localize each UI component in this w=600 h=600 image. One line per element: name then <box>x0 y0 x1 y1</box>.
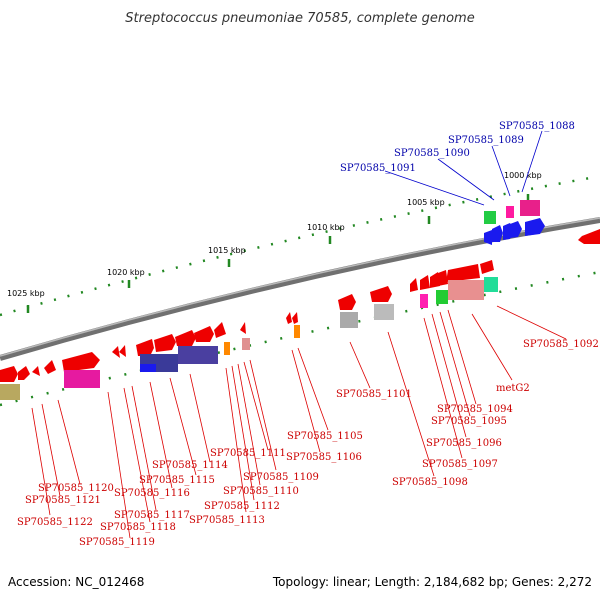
gene-label[interactable]: SP70585_1097 <box>422 459 498 470</box>
gene-arrow[interactable] <box>438 270 448 286</box>
gene-box[interactable] <box>420 294 428 308</box>
blue-leader-lines <box>384 130 543 206</box>
gene-label[interactable]: SP70585_1120 <box>38 483 114 494</box>
gene-label[interactable]: SP70585_1115 <box>139 475 215 486</box>
gene-arrow[interactable] <box>286 312 292 324</box>
gene-arrow[interactable] <box>446 264 480 282</box>
gene-label[interactable]: metG2 <box>496 383 530 394</box>
blue-gene-labels: SP70585_1088 SP70585_1089 SP70585_1090 S… <box>340 121 575 174</box>
gene-box[interactable] <box>64 370 100 388</box>
gene-arrow[interactable] <box>32 366 40 376</box>
gene-label[interactable]: SP70585_1098 <box>392 477 468 488</box>
gene-arrow[interactable] <box>154 334 176 352</box>
scale-label: 1000 kbp <box>504 171 542 180</box>
gene-box[interactable] <box>140 364 156 372</box>
gene-arrow[interactable] <box>175 330 196 346</box>
gene-arrow[interactable] <box>18 366 30 380</box>
gene-arrow[interactable] <box>370 286 392 302</box>
gene-arrow[interactable] <box>420 275 430 290</box>
gene-group-top <box>484 200 545 245</box>
gene-arrow[interactable] <box>292 312 298 324</box>
gene-arrow[interactable] <box>0 366 18 382</box>
gene-label[interactable]: SP70585_1122 <box>17 517 93 528</box>
gene-label[interactable]: SP70585_1095 <box>431 416 507 427</box>
gene-label[interactable]: SP70585_1089 <box>448 135 524 146</box>
gene-label[interactable]: SP70585_1118 <box>100 522 176 533</box>
gene-arrow[interactable] <box>578 229 600 244</box>
gene-label[interactable]: SP70585_1112 <box>204 501 280 512</box>
gene-label[interactable]: SP70585_1114 <box>152 460 228 471</box>
gene-arrow[interactable] <box>119 345 126 357</box>
gene-arrow[interactable] <box>484 230 492 245</box>
gene-group-1117-1122 <box>0 352 100 400</box>
gene-arrow[interactable] <box>480 260 494 274</box>
red-leader-lines <box>31 305 567 539</box>
gene-box[interactable] <box>224 342 230 355</box>
gene-label[interactable]: SP70585_1101 <box>336 389 412 400</box>
gene-label[interactable]: SP70585_1105 <box>287 431 363 442</box>
gene-arrow[interactable] <box>525 218 545 236</box>
gene-label[interactable]: SP70585_1090 <box>394 148 470 159</box>
gene-group-1105-1116 <box>112 312 300 372</box>
scale-track <box>0 176 591 317</box>
gene-label[interactable]: SP70585_1096 <box>426 438 502 449</box>
gene-label[interactable]: SP70585_1110 <box>223 486 299 497</box>
gene-box[interactable] <box>448 280 484 300</box>
genome-summary-text: Topology: linear; Length: 2,184,682 bp; … <box>272 575 592 589</box>
gene-label[interactable]: SP70585_1121 <box>25 495 101 506</box>
gene-box[interactable] <box>374 304 394 320</box>
gene-box[interactable] <box>436 290 448 304</box>
gene-box[interactable] <box>484 277 498 292</box>
gene-box[interactable] <box>294 325 300 338</box>
gene-label[interactable]: SP70585_1111 <box>210 448 286 459</box>
gene-label[interactable]: SP70585_1094 <box>437 404 513 415</box>
lower-track <box>0 270 600 407</box>
gene-box[interactable] <box>178 346 218 364</box>
red-gene-labels: SP70585_1092 metG2 SP70585_1094 SP70585_… <box>17 339 599 548</box>
gene-box[interactable] <box>484 211 496 224</box>
gene-label[interactable]: SP70585_1117 <box>114 510 190 521</box>
gene-arrow[interactable] <box>430 272 440 288</box>
gene-arrow[interactable] <box>510 221 522 238</box>
gene-box[interactable] <box>506 206 514 218</box>
gene-label[interactable]: SP70585_1113 <box>189 515 265 526</box>
gene-arrow[interactable] <box>136 339 154 356</box>
scale-major-ticks <box>26 194 530 313</box>
gene-arrow[interactable] <box>44 360 56 374</box>
gene-box[interactable] <box>520 200 540 216</box>
gene-label[interactable]: SP70585_1088 <box>499 121 575 132</box>
accession-text: Accession: NC_012468 <box>8 575 144 589</box>
gene-arrow[interactable] <box>410 278 418 292</box>
scale-label: 1015 kbp <box>208 246 246 255</box>
scale-labels: 1000 kbp 1005 kbp 1010 kbp 1015 kbp 1020… <box>7 171 542 298</box>
gene-arrow[interactable] <box>194 326 214 342</box>
gene-group-1092-1098 <box>338 260 498 328</box>
scale-label: 1010 kbp <box>307 223 345 232</box>
gene-box[interactable] <box>242 338 250 350</box>
page-title: Streptococcus pneumoniae 70585, complete… <box>125 11 474 26</box>
scale-label: 1020 kbp <box>107 268 145 277</box>
gene-label[interactable]: SP70585_1109 <box>243 472 319 483</box>
gene-label[interactable]: SP70585_1106 <box>286 452 362 463</box>
gene-label[interactable]: SP70585_1091 <box>340 163 416 174</box>
gene-label[interactable]: SP70585_1092 <box>523 339 599 350</box>
gene-arrow[interactable] <box>214 322 226 338</box>
scale-label: 1025 kbp <box>7 289 45 298</box>
gene-box[interactable] <box>340 312 358 328</box>
gene-arrow[interactable] <box>112 346 120 358</box>
gene-arrow[interactable] <box>492 225 503 242</box>
gene-arrow[interactable] <box>240 322 246 334</box>
scale-label: 1005 kbp <box>407 198 445 207</box>
gene-arrow[interactable] <box>338 294 356 310</box>
gene-box[interactable] <box>0 384 20 400</box>
gene-label[interactable]: SP70585_1119 <box>79 537 155 548</box>
gene-arrow[interactable] <box>62 352 100 372</box>
gene-label[interactable]: SP70585_1116 <box>114 488 190 499</box>
